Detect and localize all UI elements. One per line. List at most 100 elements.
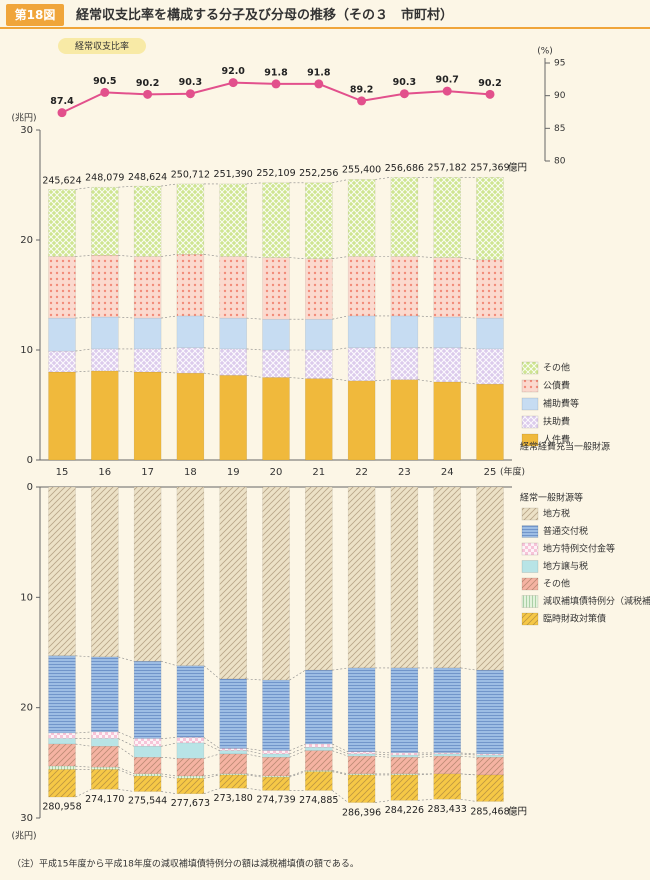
badge-box	[6, 4, 64, 26]
bar-segment	[176, 778, 205, 794]
bar-segment	[433, 753, 461, 757]
legend-swatch	[521, 577, 539, 591]
x-tick-label: 16	[98, 467, 111, 478]
bar-segment	[176, 486, 205, 666]
connector	[75, 655, 92, 658]
bar-segment	[476, 348, 504, 385]
point	[185, 89, 195, 99]
bar-segment	[390, 177, 419, 257]
bar-segment	[476, 754, 504, 758]
bar-segment	[219, 748, 247, 751]
bar-segment	[262, 775, 290, 778]
bar-segment	[91, 738, 119, 747]
point	[442, 86, 452, 96]
bar-segment	[133, 256, 162, 319]
connector	[161, 254, 177, 257]
bar-segment	[219, 348, 247, 376]
connector	[246, 348, 263, 351]
bar-segment	[133, 661, 162, 739]
bar-segment	[347, 347, 376, 382]
connector	[118, 370, 135, 373]
bar-segment	[476, 259, 504, 319]
connector	[289, 669, 306, 681]
bar-segment	[219, 774, 247, 789]
connector	[289, 747, 306, 755]
legend-swatch	[521, 415, 539, 429]
connector	[460, 773, 477, 776]
bar-segment	[219, 678, 247, 749]
legend-label: 臨時財政対策債	[543, 613, 606, 625]
connector	[203, 254, 220, 257]
total-unit: 億円	[508, 805, 527, 817]
y-tick-label: 90	[554, 91, 566, 101]
point	[314, 79, 324, 89]
bar-segment	[176, 775, 205, 779]
connector	[246, 773, 263, 777]
bar-segment	[91, 746, 119, 768]
connector	[118, 789, 135, 792]
bar-segment	[347, 256, 376, 317]
connector	[161, 661, 177, 667]
total-label: 274,885	[299, 795, 338, 806]
connector	[118, 738, 135, 747]
connector	[246, 678, 263, 681]
connector	[332, 315, 349, 320]
bar-segment	[133, 486, 162, 662]
connector	[332, 256, 349, 259]
connector	[203, 665, 220, 680]
connector	[246, 256, 263, 258]
bar-segment	[91, 731, 119, 739]
connector	[161, 791, 177, 795]
connector	[161, 315, 177, 319]
y-tick-label: 85	[554, 124, 565, 134]
y-tick-label: 10	[20, 345, 33, 356]
connector	[460, 667, 477, 671]
bar-segment	[433, 381, 461, 461]
connector	[161, 757, 177, 759]
x-tick-label: 22	[355, 467, 368, 478]
bar-segment	[347, 380, 376, 461]
x-tick-label: 19	[227, 467, 240, 478]
bar-segment	[390, 347, 419, 380]
line-legend-pill	[58, 38, 146, 54]
bar-segment	[262, 776, 290, 791]
connector	[460, 752, 477, 755]
bar-segment	[48, 732, 76, 739]
bar-segment	[176, 737, 205, 744]
bar-segment	[476, 383, 504, 461]
bar-segment	[347, 667, 376, 753]
bar-segment	[305, 771, 333, 791]
connector	[375, 753, 391, 756]
total-label: 274,739	[256, 795, 295, 806]
bar-segment	[390, 379, 419, 461]
bar-segment	[48, 765, 76, 770]
connector	[289, 750, 306, 758]
connector	[460, 753, 477, 756]
bar-segment	[91, 348, 119, 372]
x-tick-label: 25	[484, 467, 497, 478]
legend-swatch	[521, 379, 539, 393]
bar-segment	[390, 774, 419, 801]
legend-swatch	[521, 525, 539, 538]
connector	[118, 731, 135, 739]
bar-segment	[347, 486, 376, 669]
bar-segment	[262, 486, 290, 681]
point	[399, 89, 409, 99]
connector	[118, 316, 135, 319]
connector	[417, 379, 434, 383]
bar-segment	[48, 738, 76, 745]
connector	[203, 372, 220, 376]
connector	[289, 377, 306, 379]
connector	[118, 656, 135, 662]
legend-swatch	[521, 542, 539, 556]
connector	[246, 787, 263, 791]
x-axis-label: (年度)	[500, 466, 525, 478]
legend-label: 公債費	[543, 380, 570, 392]
bar-segment	[305, 750, 333, 771]
connector	[161, 371, 177, 374]
y-tick-label: 0	[27, 455, 33, 466]
y-axis-label: (%)	[537, 47, 553, 57]
connector	[161, 737, 177, 739]
connector	[246, 750, 263, 755]
legend-label: 地方譲与税	[543, 560, 588, 572]
